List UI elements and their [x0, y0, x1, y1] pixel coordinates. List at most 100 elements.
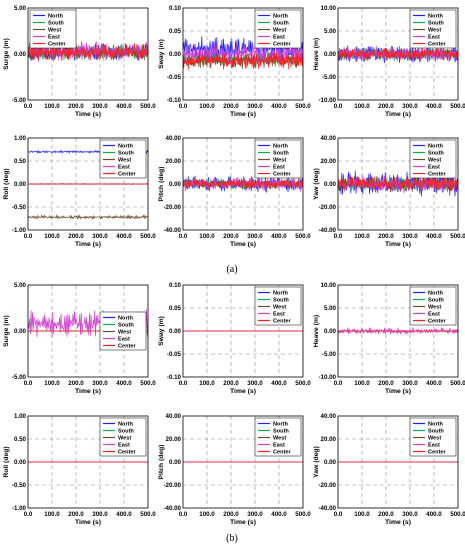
- caption-a: (a): [226, 264, 238, 275]
- x-tick-label: 0.0: [334, 233, 343, 240]
- x-axis-label: Time (s): [385, 388, 411, 395]
- panel-b-heave: 0.0 100.0 200.0 300.0 400.0 500.0 -10.00 -5.00 0…: [313, 282, 465, 395]
- x-axis-label: Time (s): [75, 388, 101, 395]
- x-tick-label: 500.0: [140, 380, 156, 387]
- y-axis-label: Pitch (deg): [158, 166, 165, 201]
- legend-label: North: [118, 316, 133, 322]
- y-tick-label: -5.00: [322, 74, 337, 81]
- legend-label: East: [273, 312, 285, 318]
- x-tick-label: 100.0: [354, 233, 370, 240]
- x-axis-label: Time (s): [75, 111, 101, 118]
- x-axis-label: Time (s): [230, 111, 256, 118]
- x-tick-label: 400.0: [271, 233, 287, 240]
- x-tick-label: 0.0: [179, 103, 188, 110]
- legend-label: North: [428, 14, 443, 20]
- legend-label: East: [48, 35, 60, 41]
- legend-label: Center: [428, 172, 447, 178]
- legend-label: South: [118, 323, 134, 329]
- y-tick-label: -20.00: [318, 204, 336, 211]
- legend-label: South: [273, 298, 289, 304]
- legend-label: West: [118, 436, 131, 442]
- plot-frame: [337, 137, 459, 231]
- y-tick-label: 10.00: [321, 5, 337, 12]
- y-tick-label: 0.00: [14, 181, 27, 188]
- panel-b-yaw: 0.0 100.0 200.0 300.0 400.0 500.0 -40.00 -20.00…: [313, 413, 465, 526]
- x-tick-label: 200.0: [68, 511, 84, 518]
- legend-label: East: [273, 35, 285, 41]
- legend-label: East: [428, 165, 440, 171]
- plot-frame: [337, 415, 459, 509]
- y-tick-label: 0.00: [169, 51, 182, 58]
- legend-label: Center: [273, 172, 292, 178]
- legend-label: Center: [118, 172, 137, 178]
- legend-label: East: [428, 443, 440, 449]
- x-tick-label: 400.0: [426, 511, 442, 518]
- y-axis-label: Yaw (deg): [313, 168, 320, 200]
- x-tick-label: 200.0: [378, 380, 394, 387]
- x-tick-label: 0.0: [24, 380, 33, 387]
- series-lines: [183, 175, 303, 193]
- panel-b-pitch: 0.0 100.0 200.0 300.0 400.0 500.0 -40.00 -20.00…: [158, 413, 311, 526]
- y-tick-label: -0.05: [167, 351, 182, 358]
- x-tick-label: 100.0: [199, 103, 215, 110]
- legend-label: North: [428, 422, 443, 428]
- x-tick-label: 500.0: [450, 380, 465, 387]
- legend-label: East: [118, 337, 130, 343]
- legend-label: South: [428, 21, 444, 27]
- panel-a-sway: 0.0 100.0 200.0 300.0 400.0 500.0 -0.10 -0.05 0.…: [158, 5, 311, 118]
- legend-label: East: [428, 312, 440, 318]
- x-tick-label: 100.0: [354, 511, 370, 518]
- x-axis-label: Time (s): [385, 241, 411, 248]
- x-axis-label: Time (s): [385, 111, 411, 118]
- y-tick-label: 0.00: [324, 459, 337, 466]
- y-tick-label: 0.50: [14, 158, 27, 165]
- legend-label: East: [273, 165, 285, 171]
- x-tick-label: 400.0: [116, 233, 132, 240]
- x-tick-label: 0.0: [179, 233, 188, 240]
- x-tick-label: 0.0: [24, 233, 33, 240]
- y-tick-label: 20.00: [166, 436, 182, 443]
- legend-label: Center: [428, 319, 447, 325]
- legend-label: Center: [48, 42, 67, 48]
- plot-frame: [337, 7, 459, 101]
- panel-a-pitch: 0.0 100.0 200.0 300.0 400.0 500.0 -40.00 -20.00…: [158, 135, 311, 248]
- x-tick-label: 100.0: [44, 233, 60, 240]
- plot-frame: [337, 284, 459, 378]
- plot-frame: [182, 284, 304, 378]
- legend-label: Center: [428, 450, 447, 456]
- x-tick-label: 500.0: [450, 511, 465, 518]
- legend-label: South: [118, 151, 134, 157]
- y-tick-label: 40.00: [321, 135, 337, 142]
- x-tick-label: 300.0: [92, 511, 108, 518]
- x-axis-label: Time (s): [385, 519, 411, 526]
- legend-label: East: [118, 165, 130, 171]
- legend-label: South: [428, 151, 444, 157]
- y-tick-label: 20.00: [166, 158, 182, 165]
- x-tick-label: 300.0: [247, 233, 263, 240]
- y-tick-label: 0.00: [324, 328, 337, 335]
- legend-label: Center: [273, 450, 292, 456]
- y-tick-label: 1.00: [14, 413, 27, 420]
- panel-a-heave: 0.0 100.0 200.0 300.0 400.0 500.0 -10.00 -5.00 0…: [313, 5, 465, 118]
- x-tick-label: 300.0: [247, 511, 263, 518]
- y-tick-label: 5.00: [14, 282, 27, 289]
- y-tick-label: 5.00: [324, 28, 337, 35]
- x-tick-label: 400.0: [116, 103, 132, 110]
- x-tick-label: 500.0: [140, 233, 156, 240]
- y-axis-label: Heave (m): [313, 38, 320, 71]
- y-tick-label: -40.00: [318, 227, 336, 234]
- series-line-east: [183, 42, 303, 66]
- plot-frame: [27, 137, 149, 231]
- x-axis-label: Time (s): [230, 519, 256, 526]
- caption-b: (b): [226, 533, 238, 544]
- x-tick-label: 200.0: [378, 233, 394, 240]
- y-tick-label: -5.00: [12, 374, 27, 381]
- y-tick-label: 5.00: [14, 5, 27, 12]
- y-tick-label: -1.00: [12, 505, 27, 512]
- y-tick-label: 0.05: [169, 28, 182, 35]
- legend-label: North: [273, 422, 288, 428]
- legend-label: West: [118, 158, 131, 164]
